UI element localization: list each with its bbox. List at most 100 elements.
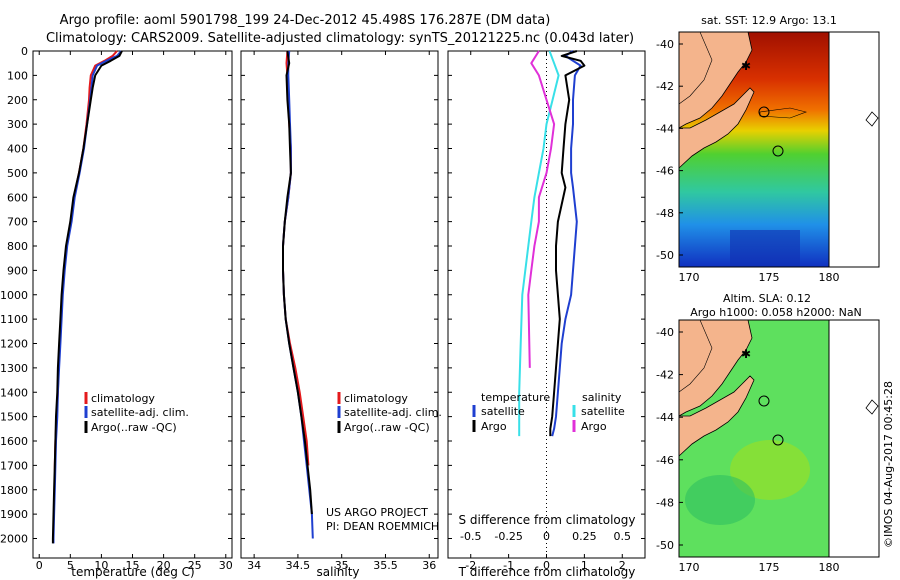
salinity-xtick-label: 36 [422, 559, 436, 572]
differences-series-salinity-argo [527, 50, 556, 368]
temperature-xtick-label: 30 [219, 559, 233, 572]
map-lat-label: -42 [656, 80, 674, 93]
map-lat-label: -46 [656, 454, 674, 467]
legend-label-climatology: climatology [91, 392, 155, 405]
map-lon-label: 180 [819, 271, 840, 284]
map-lon-label: 175 [759, 271, 780, 284]
salinity-xlabel: salinity [316, 565, 359, 579]
legend-label-satellite: satellite-adj. clim. [344, 406, 442, 419]
salinity-lines [282, 50, 314, 539]
difference-xlabel: T difference from climatology [458, 565, 636, 579]
legend-label-climatology: climatology [344, 392, 408, 405]
depth-tick-label: 1300 [0, 362, 28, 375]
temperature-xtick-label: 0 [36, 559, 43, 572]
depth-tick-label: 500 [7, 167, 28, 180]
depth-tick-label: 700 [7, 216, 28, 229]
differences-top-tick-label: 0.25 [572, 530, 597, 543]
legend-label-sal-satellite: satellite [581, 405, 625, 418]
depth-tick-label: 1000 [0, 289, 28, 302]
argo-location-marker [772, 145, 784, 157]
project-label: US ARGO PROJECT [326, 506, 428, 519]
depth-tick-label: 2000 [0, 533, 28, 546]
depth-tick-label: 1800 [0, 484, 28, 497]
sla-anomaly-high [730, 440, 810, 500]
map-lat-label: -46 [656, 165, 674, 178]
map-lat-label: -40 [656, 326, 674, 339]
depth-tick-labels: 0 100 200 300 400 500 600 700 800 900 1000 1100 1200… [0, 45, 645, 546]
shelf-contour [679, 320, 713, 393]
credit-label: ©IMOS 04-Aug-2017 00:45:28 [882, 381, 895, 548]
difference-top-label: S difference from climatology [459, 513, 636, 527]
salinity-xtick-label: 34 [247, 559, 261, 572]
legend-title-salinity: salinity [582, 391, 622, 404]
difference-lines [518, 50, 586, 558]
depth-tick-label: 1900 [0, 508, 28, 521]
temperature-xtick-label: 5 [67, 559, 74, 572]
temperature-lines [51, 50, 123, 544]
temperature-series-argo-raw-qc- [51, 50, 123, 544]
map-lat-label: -44 [656, 411, 674, 424]
salinity-xtick-label: 35.5 [373, 559, 398, 572]
salinity-series-argo-raw-qc- [282, 50, 313, 515]
differences-xtick-label: -1 [503, 559, 514, 572]
map-lat-label: -48 [656, 496, 674, 509]
differences-series-temperature-argo [549, 50, 586, 437]
differences-top-tick-label: 0 [543, 530, 550, 543]
salinity-xtick-label: 35 [335, 559, 349, 572]
map-lat-label: -40 [656, 38, 674, 51]
map-lon-label: 170 [679, 561, 700, 574]
differences-xtick-label: 0 [543, 559, 550, 572]
differences-top-tick-label: -0.5 [460, 530, 481, 543]
map-lat-label: -44 [656, 122, 674, 135]
legend-label-argo: Argo(..raw -QC) [91, 421, 177, 434]
cluster-marker: ✱ [741, 59, 751, 73]
cluster-marker: ✱ [741, 347, 751, 361]
difference-legend: temperature salinity satellite Argo sate… [472, 391, 625, 433]
differences-top-tick-label: -0.25 [494, 530, 522, 543]
header-line-2: Climatology: CARS2009. Satellite-adjuste… [46, 31, 634, 46]
sst-cold-patch [730, 230, 800, 267]
temperature-xtick-label: 25 [188, 559, 202, 572]
depth-tick-label: 900 [7, 264, 28, 277]
map-lon-label: 175 [759, 561, 780, 574]
sla-map-title-2: Argo h1000: 0.058 h2000: NaN [690, 306, 862, 319]
sla-anomaly-low [685, 475, 755, 525]
depth-tick-label: 100 [7, 69, 28, 82]
depth-tick-label: 200 [7, 94, 28, 107]
depth-tick-label: 0 [21, 45, 28, 58]
legend-label-argo: Argo(..raw -QC) [344, 421, 430, 434]
shelf-contour [679, 32, 713, 105]
map-lat-label: -50 [656, 249, 674, 262]
sst-map-title: sat. SST: 12.9 Argo: 13.1 [701, 14, 837, 27]
sla-map: ✱ [678, 319, 880, 558]
differences-top-tick-label: 0.5 [614, 530, 632, 543]
depth-tick-label: 1400 [0, 386, 28, 399]
prior-location-marker [758, 106, 770, 118]
sla-map-title-1: Altim. SLA: 0.12 [723, 292, 811, 305]
depth-tick-label: 1200 [0, 338, 28, 351]
sst-map-outside [828, 31, 880, 268]
temperature-xlabel: temperature (deg C) [71, 565, 194, 579]
salinity-legend: climatology satellite-adj. clim. Argo(..… [326, 392, 442, 533]
south-island-coast [679, 375, 755, 457]
differences-series-salinity-satellite [518, 50, 560, 437]
south-island-coast [679, 87, 755, 169]
depth-tick-label: 400 [7, 143, 28, 156]
differences-xtick-label: 2 [619, 559, 626, 572]
salinity-series-climatology [282, 50, 310, 466]
prior-location-marker [758, 395, 770, 407]
map-tick-labels: -40 -42 -44 -46 -48 -50 170 175 180 -40 -42 -44 -46 -… [656, 38, 839, 574]
depth-tick-label: 1600 [0, 435, 28, 448]
map-lon-label: 180 [819, 561, 840, 574]
new-zealand-land [679, 320, 753, 417]
legend-title-temperature: temperature [481, 391, 550, 404]
map-lon-label: 170 [679, 271, 700, 284]
header-line-1: Argo profile: aoml 5901798_199 24-Dec-20… [60, 13, 551, 28]
temperature-xtick-label: 20 [157, 559, 171, 572]
map-lat-label: -42 [656, 369, 674, 382]
legend-label-temp-argo: Argo [481, 420, 507, 433]
salinity-panel [240, 50, 439, 559]
depth-tick-label: 300 [7, 118, 28, 131]
map-lat-label: -50 [656, 539, 674, 552]
